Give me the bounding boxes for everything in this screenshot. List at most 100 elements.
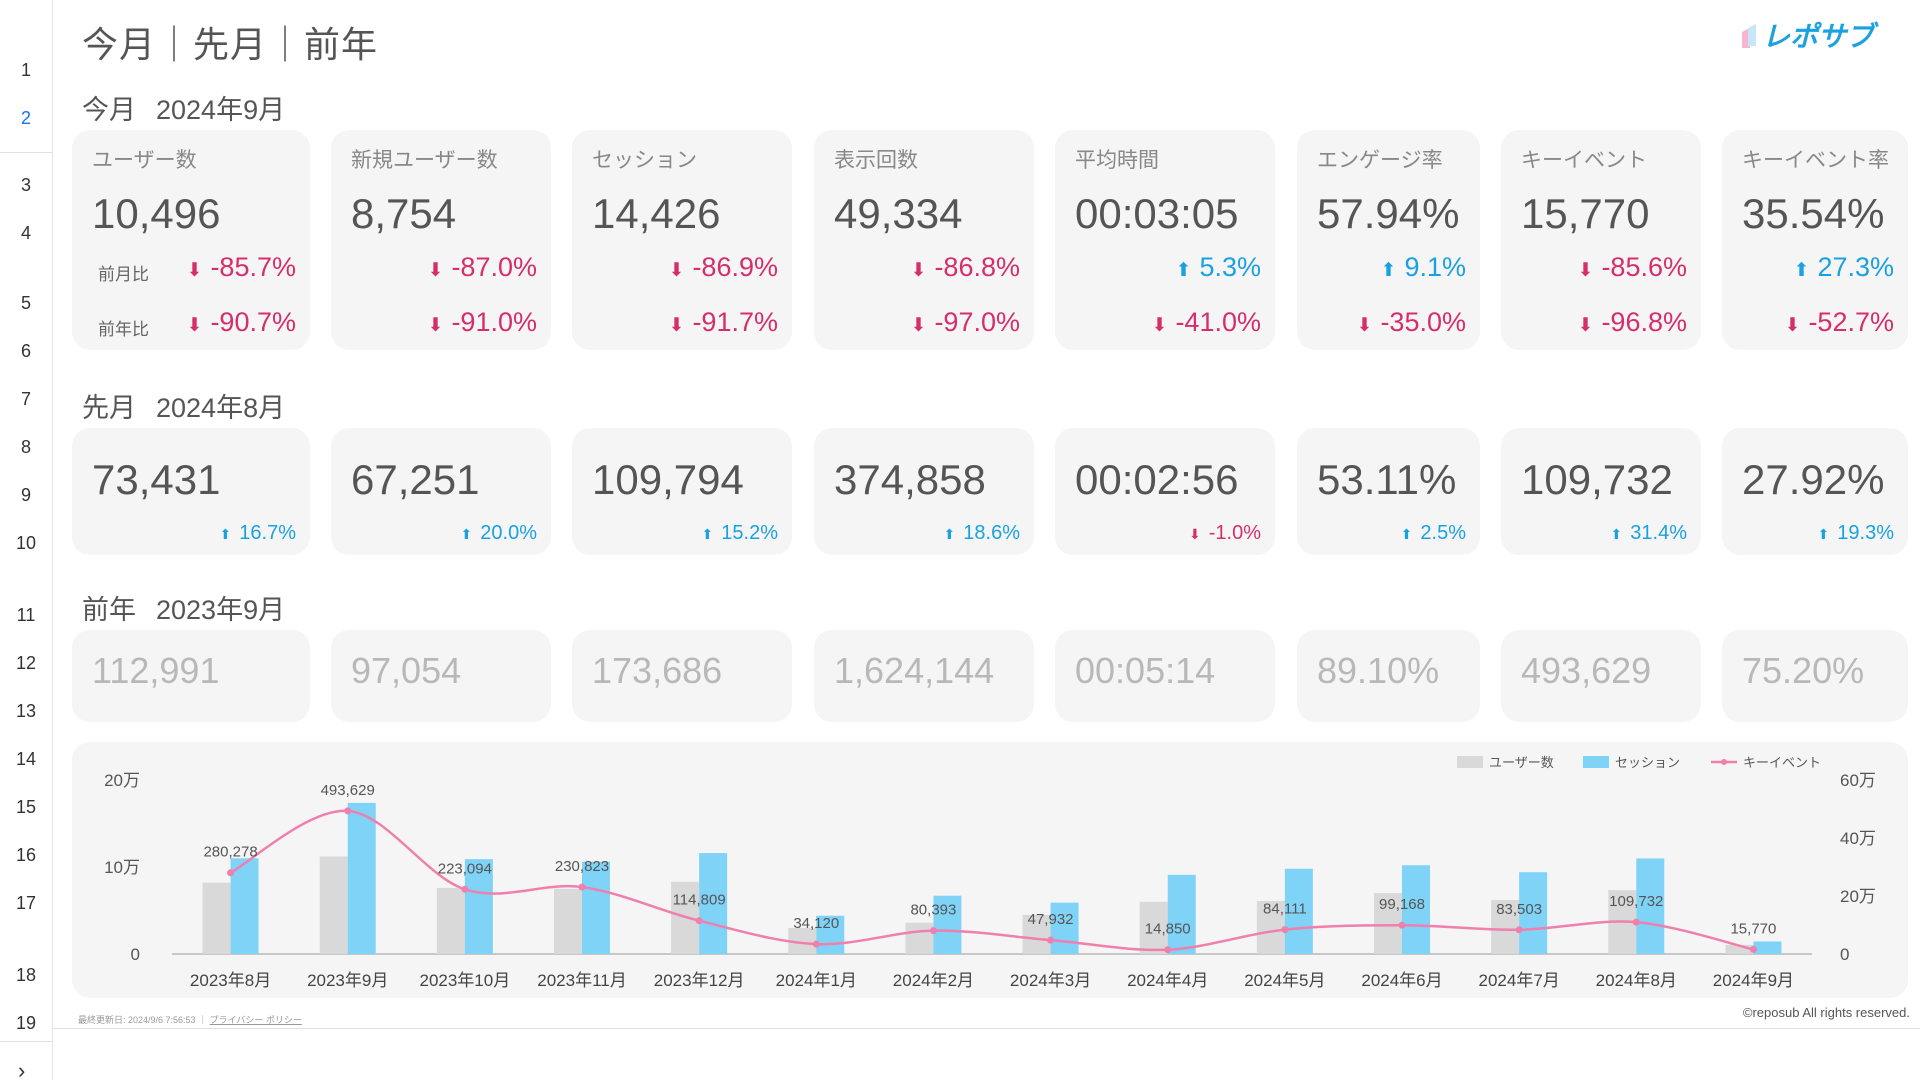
arrow-down-icon: ⬇: [186, 315, 203, 336]
users-bar: [1139, 901, 1168, 954]
mom-change: ⬆ 5.3%: [1176, 252, 1261, 283]
row-number[interactable]: 3: [20, 175, 31, 195]
metric-card-previous: 109,794 ⬆ 15.2%: [572, 428, 792, 555]
metric-current-value: 10,496: [92, 190, 221, 237]
row-number[interactable]: 19: [15, 1013, 37, 1033]
key-event-point: [1515, 926, 1523, 934]
row-number[interactable]: 4: [20, 223, 31, 243]
arrow-down-icon: ⬇: [910, 315, 927, 336]
mom-row: ⬆ 9.1%: [1297, 252, 1480, 286]
chevron-right-icon[interactable]: ›: [18, 1058, 26, 1083]
metric-card-last-year: 112,991: [72, 630, 310, 722]
sessions-bar: [1167, 874, 1196, 954]
row-number[interactable]: 15: [15, 797, 37, 817]
row-number[interactable]: 13: [15, 701, 37, 721]
row-number[interactable]: 18: [15, 965, 37, 985]
metric-last-year-value: 89.10%: [1317, 650, 1440, 691]
arrow-down-icon: ⬇: [910, 260, 927, 281]
key-event-data-label: 47,932: [1028, 911, 1074, 928]
arrow-up-icon: ⬆: [943, 526, 956, 542]
sessions-bar: [347, 802, 376, 954]
metric-card-current: セッション 14,426 ⬇ -86.9% ⬇ -91.7%: [572, 130, 792, 350]
metric-card-last-year: 89.10%: [1297, 630, 1480, 722]
row-number[interactable]: 6: [20, 341, 31, 361]
metric-last-year-value: 112,991: [92, 650, 220, 691]
row-number[interactable]: 12: [15, 653, 37, 673]
row-number[interactable]: 16: [15, 845, 37, 865]
key-event-data-label: 223,094: [438, 860, 492, 877]
metric-previous-value: 374,858: [834, 456, 986, 503]
users-bar: [1256, 900, 1285, 954]
arrow-down-icon: ⬇: [186, 260, 203, 281]
prev-change-text: 16.7%: [239, 522, 296, 544]
row-number[interactable]: 14: [15, 749, 37, 769]
metric-current-value: 00:03:05: [1075, 190, 1239, 237]
legend-sessions-swatch: [1583, 756, 1609, 768]
key-event-data-label: 34,120: [793, 915, 839, 932]
key-event-point: [929, 927, 937, 935]
key-event-data-label: 84,111: [1263, 901, 1307, 918]
yoy-change: ⬇ -96.8%: [1578, 307, 1687, 338]
key-event-data-label: 99,168: [1379, 896, 1425, 913]
arrow-up-icon: ⬆: [219, 526, 232, 542]
mom-change: ⬇ -87.0%: [428, 252, 537, 283]
metric-current-value: 49,334: [834, 190, 963, 237]
metric-last-year-value: 75.20%: [1742, 650, 1865, 691]
x-tick-label: 2024年6月: [1361, 971, 1442, 990]
metric-card-current: キーイベント 15,770 ⬇ -85.6% ⬇ -96.8%: [1501, 130, 1701, 350]
key-event-data-label: 493,629: [321, 782, 375, 799]
sessions-bar: [1753, 941, 1782, 954]
row-number[interactable]: 11: [16, 605, 36, 625]
mom-change-text: -87.0%: [451, 252, 537, 282]
sessions-bar: [699, 853, 728, 954]
left-axis-tick-label: 0: [131, 945, 140, 964]
privacy-policy-link[interactable]: プライバシー ポリシー: [209, 1015, 302, 1025]
right-axis-tick-label: 40万: [1840, 829, 1876, 848]
yoy-change: ⬇ -91.0%: [428, 307, 537, 338]
key-event-data-label: 80,393: [910, 902, 956, 919]
mom-row: ⬇ -87.0%: [331, 252, 551, 286]
users-bar: [1491, 900, 1520, 954]
legend-key-event-label: キーイベント: [1743, 755, 1821, 770]
metric-card-last-year: 75.20%: [1722, 630, 1908, 722]
users-bar: [1022, 914, 1051, 954]
sessions-bar: [464, 859, 493, 954]
prev-change: ⬇ -1.0%: [1189, 522, 1261, 545]
users-bar: [554, 888, 582, 954]
row-number-gutter: 1 2 3 4 5 6 7 8 9 10 11 12 13 14 15 16 17 18 19: [0, 0, 53, 1080]
row-number[interactable]: 5: [20, 293, 31, 313]
arrow-up-icon: ⬆: [1610, 526, 1623, 542]
footer-left: 最終更新日: 2024/9/6 7:56:53 ｜ プライバシー ポリシー: [78, 1015, 302, 1025]
metric-title: エンゲージ率: [1317, 149, 1443, 172]
row-number[interactable]: 17: [15, 893, 37, 913]
dashboard: 今月｜先月｜前年 レポサブ 今月 2024年9月 ユーザー数 10,496 前月比 ⬇ -…: [52, 0, 1920, 1080]
metric-title: キーイベント率: [1742, 149, 1889, 172]
key-event-point: [1281, 926, 1289, 934]
page-title: 今月｜先月｜前年: [82, 24, 379, 65]
metric-last-year-value: 493,629: [1521, 650, 1652, 691]
metric-card-previous: 73,431 ⬆ 16.7%: [72, 428, 310, 555]
mom-row: ⬆ 5.3%: [1055, 252, 1275, 286]
yoy-row: ⬇ -96.8%: [1501, 307, 1701, 341]
row-number[interactable]: 2: [0, 98, 52, 138]
row-number[interactable]: 7: [20, 389, 31, 409]
metric-previous-value: 00:02:56: [1075, 456, 1239, 503]
row-number[interactable]: 10: [15, 533, 37, 553]
metric-current-value: 15,770: [1521, 190, 1650, 237]
key-event-data-label: 83,503: [1496, 901, 1542, 918]
key-event-data-label: 230,823: [555, 858, 609, 875]
metric-current-value: 14,426: [592, 190, 721, 237]
arrow-down-icon: ⬇: [1189, 526, 1201, 542]
row-number[interactable]: 9: [20, 485, 31, 505]
sessions-bar: [1636, 858, 1665, 954]
metric-current-value: 8,754: [351, 190, 457, 237]
yoy-change: ⬇ -91.7%: [669, 307, 778, 338]
key-event-point: [1047, 936, 1055, 944]
metric-title: 新規ユーザー数: [351, 149, 498, 172]
sessions-bar: [1050, 902, 1079, 954]
arrow-down-icon: ⬇: [1784, 315, 1801, 336]
row-number[interactable]: 8: [20, 437, 31, 457]
row-number[interactable]: 1: [20, 60, 31, 80]
mom-row: ⬆ 27.3%: [1722, 252, 1908, 286]
x-tick-label: 2023年10月: [419, 971, 510, 990]
